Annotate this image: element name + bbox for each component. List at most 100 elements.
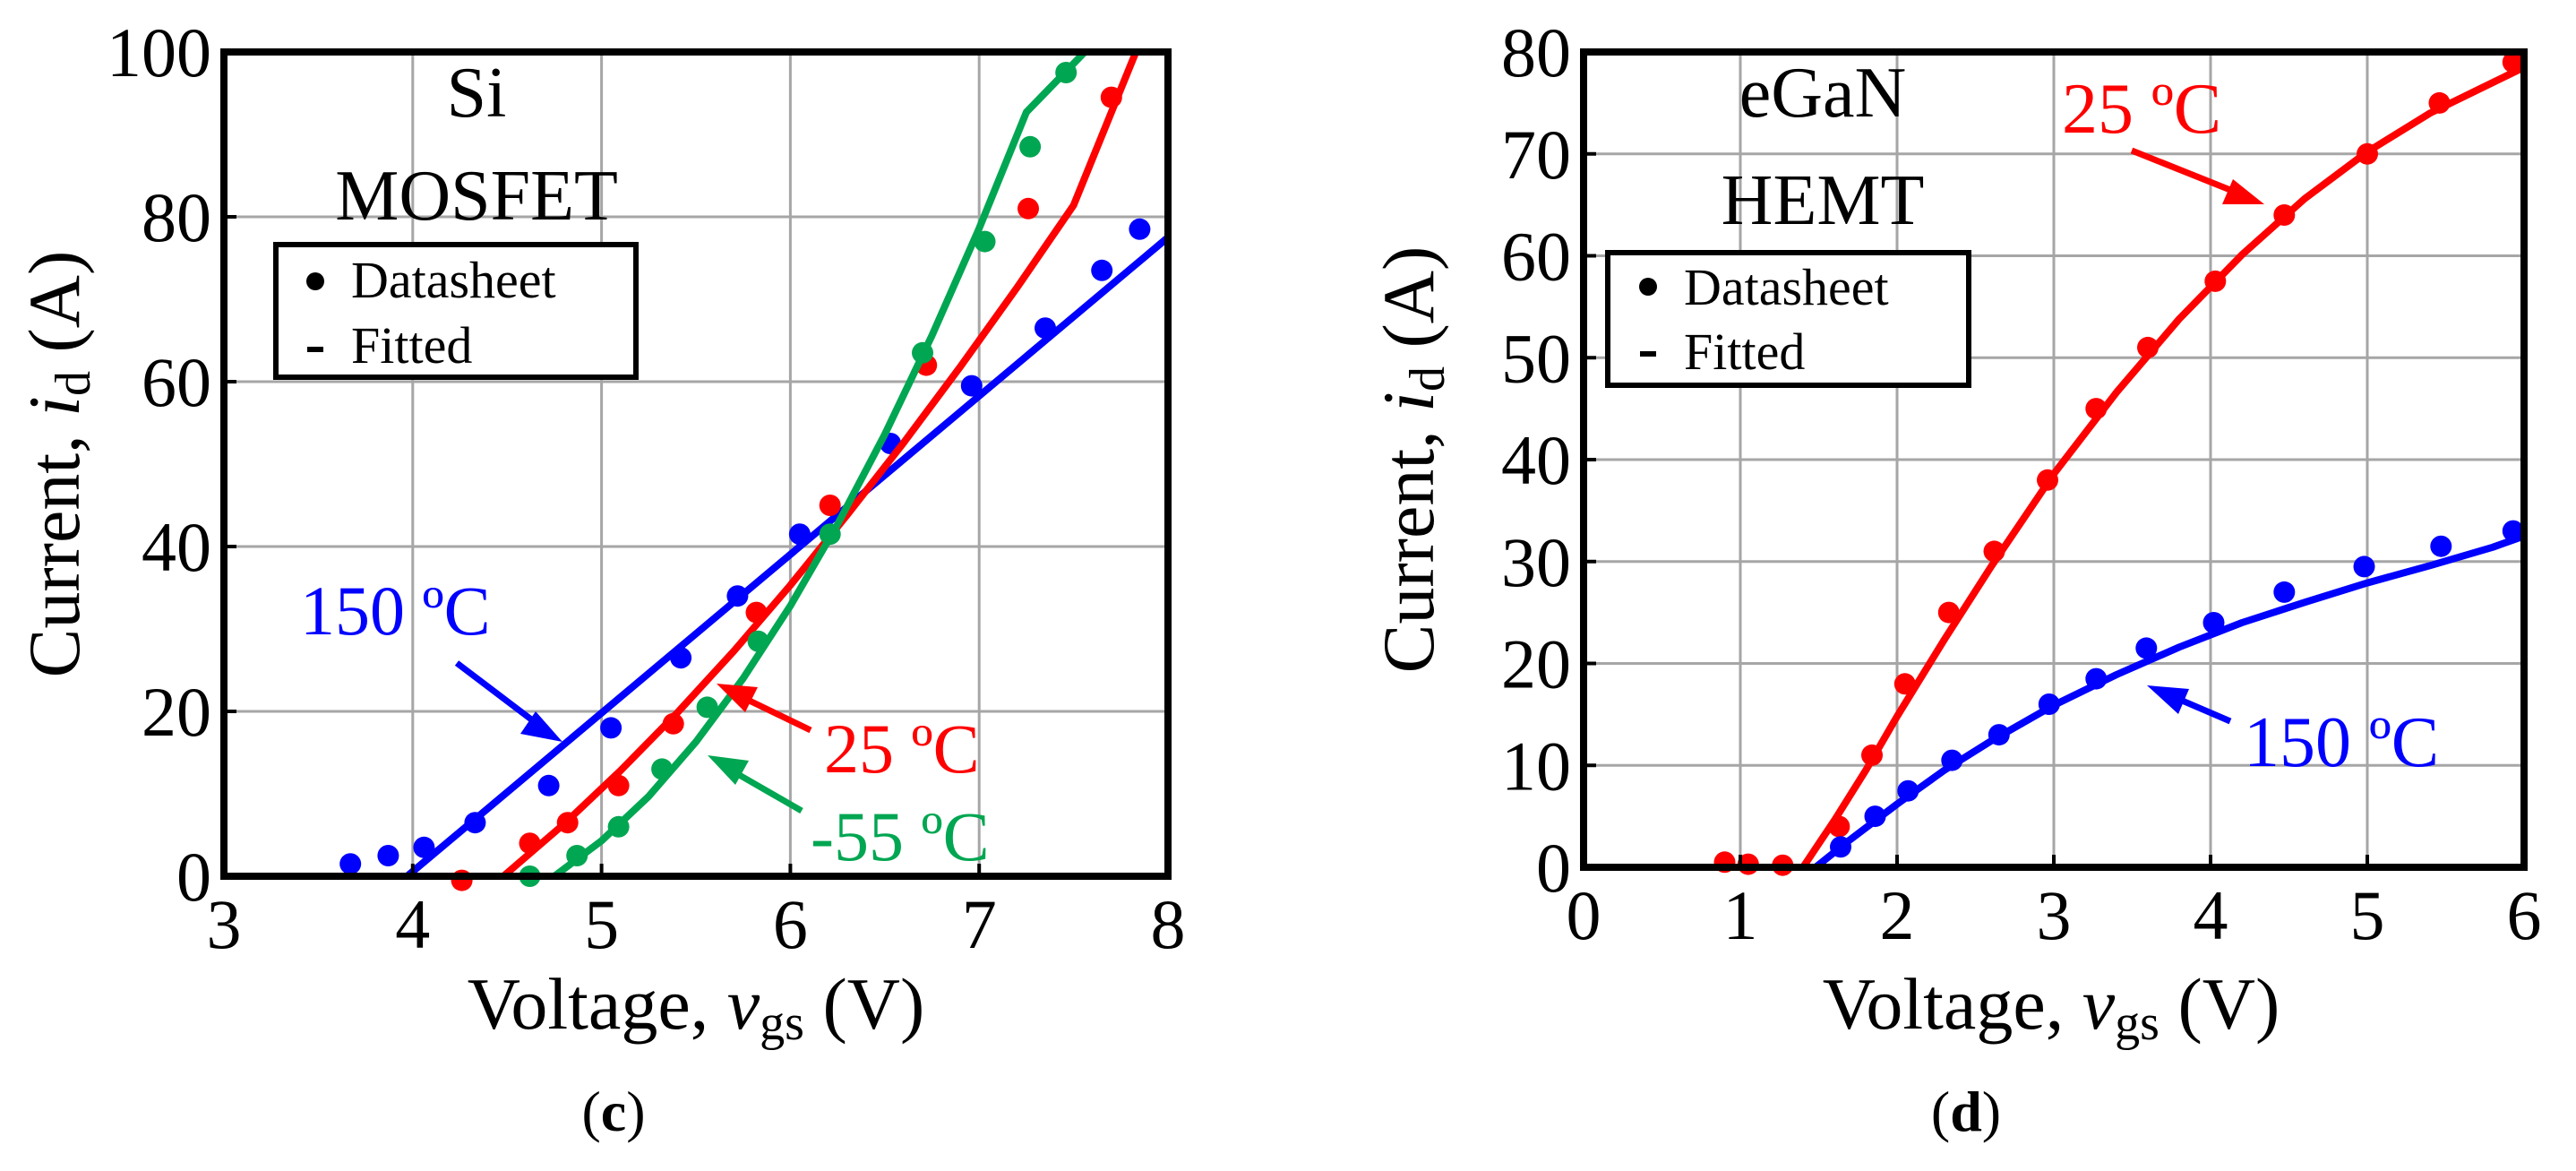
panel-c-datasheet-point-150c <box>960 375 983 397</box>
panel-d-x-tick-label: 4 <box>2194 876 2228 954</box>
panel-d-annotation-25c: 25 ºC <box>2062 70 2221 149</box>
panel-d-datasheet-point-150c <box>2273 581 2296 603</box>
panel-d-datasheet-point-25c <box>2085 398 2108 420</box>
panel-d-x-tick-label: 2 <box>1880 876 1915 954</box>
panel-c-arrow-25c-head <box>717 684 758 712</box>
panel-c-datasheet-point-25c <box>556 812 579 834</box>
panel-d-y-tick-label: 60 <box>1501 218 1571 296</box>
panel-d-y-tick-label: 20 <box>1501 625 1571 703</box>
panel-c-datasheet-point--55c <box>566 845 588 866</box>
panel-c-datasheet-point-150c <box>726 585 749 607</box>
panel-c-datasheet-point--55c <box>747 630 769 652</box>
panel-c-y-tick-label: 20 <box>142 673 211 751</box>
panel-c-datasheet-point-150c <box>600 717 623 739</box>
panel-d-datasheet-point-25c <box>1983 540 2005 563</box>
panel-c-caption-close: ) <box>626 1080 645 1143</box>
panel-c-x-axis-label-unit: (V) <box>804 963 924 1045</box>
panel-c-datasheet-point--55c <box>1055 62 1078 83</box>
panel-c-arrow-150c-shaft <box>454 660 545 730</box>
panel-c-datasheet-point-150c <box>1035 317 1056 340</box>
panel-c-x-tick-label: 3 <box>207 885 242 963</box>
panel-d-title-line-2: HEMT <box>1722 161 1925 240</box>
panel-c-datasheet-point--55c <box>912 341 933 364</box>
panel-d-datasheet-point-25c <box>2357 142 2378 165</box>
panel-c-y-axis-label-main: Current, <box>13 417 95 677</box>
panel-c-grid <box>222 50 1170 878</box>
panel-c-x-axis-label-sub: gs <box>760 995 804 1051</box>
panel-d-x-tick-label: 5 <box>2350 876 2385 954</box>
panel-d-y-tick-label: 40 <box>1501 421 1571 499</box>
panel-d-datasheet-point-150c <box>2202 612 2225 633</box>
panel-d-datasheet-point-150c <box>2353 555 2375 578</box>
panel-c-datasheet-point-25c <box>1100 86 1122 108</box>
panel-c-annotation-m55c: -55 ºC <box>811 797 990 875</box>
panel-c-datasheet-point-25c <box>745 601 768 624</box>
panel-d-x-axis-label: Voltage, vgs (V) <box>1823 963 2280 1051</box>
panel-c-datasheet-point-25c <box>1018 197 1039 220</box>
panel-d-datasheet-point-25c <box>2137 336 2159 358</box>
panel-d-y-axis-label-unit: (A) <box>1368 246 1449 366</box>
panel-d-legend-box <box>1605 250 1971 388</box>
panel-d-legend-label-datasheet: Datasheet <box>1684 258 1889 316</box>
panel-c-datasheet-point-150c <box>1129 218 1151 240</box>
panel-d-y-tick-label: 0 <box>1536 829 1571 907</box>
panel-d-x-tick-label: 0 <box>1567 876 1601 954</box>
panel-c-arrow-m55c-head <box>708 755 749 785</box>
panel-c-datasheet-point-25c <box>819 495 841 516</box>
panel-c-title-line-1: Si <box>447 54 507 133</box>
panel-d-datasheet-point-25c <box>1893 673 1916 695</box>
panel-d-datasheet-point-150c <box>1864 805 1886 828</box>
panel-d-title-line-1: eGaN <box>1739 54 1907 133</box>
panel-c-annotation-150c: 150 ºC <box>300 572 491 650</box>
panel-d-caption-close: ) <box>1982 1080 2001 1143</box>
panel-c-x-tick-label: 4 <box>395 885 430 963</box>
panel-d-datasheet-point-25c <box>1861 744 1883 766</box>
panel-c-datasheet-point-25c <box>519 832 541 855</box>
panel-c-datasheet-point-150c <box>464 812 486 834</box>
panel-c-y-axis-label-var: i <box>13 396 95 417</box>
panel-d-datasheet-point-150c <box>1941 749 1963 771</box>
panel-c-y-tick-label: 0 <box>176 838 211 916</box>
panel-c-datasheet-point-150c <box>413 836 435 858</box>
panel-d-legend-dot-marker <box>1639 278 1657 296</box>
panel-c-legend-box <box>273 242 639 380</box>
panel-c-datasheet-point-25c <box>607 774 630 796</box>
panel-c-legend-label-fitted: Fitted <box>351 316 472 375</box>
panel-c-datasheet-point-150c <box>377 845 399 866</box>
panel-c-datasheet-point-150c <box>1091 259 1113 281</box>
panel-d-arrow-150c-head <box>2147 685 2189 714</box>
panel-c-datasheet-point--55c <box>819 523 841 546</box>
panel-c-legend-label-datasheet: Datasheet <box>351 251 556 309</box>
panel-d-datasheet-point-25c <box>2428 91 2451 114</box>
panel-c-datasheet-point-150c <box>788 523 811 546</box>
panel-c-annotation-25c: 25 ºC <box>824 710 980 788</box>
panel-d-datasheet-point-150c <box>2085 667 2108 690</box>
panel-c-x-axis-label-var: v <box>727 963 760 1045</box>
panel-d-datasheet-point-150c <box>2430 535 2452 557</box>
panel-d-x-axis-label-unit: (V) <box>2160 963 2280 1045</box>
panel-d-x-tick-label: 1 <box>1723 876 1758 954</box>
panel-d-datasheet-point-150c <box>1830 836 1851 858</box>
panel-c-x-tick-label: 8 <box>1151 885 1186 963</box>
panel-d-datasheet-point-25c <box>1828 815 1850 838</box>
panel-c-x-axis-label-main: Voltage, <box>468 963 727 1045</box>
panel-c-y-tick-label: 80 <box>142 178 211 256</box>
panel-d-legend: Datasheet Fitted <box>1605 250 1971 388</box>
panel-c-legend-dot-marker <box>306 272 324 290</box>
panel-d-datasheet-point-150c <box>1897 779 1919 802</box>
panel-d-datasheet-point-25c <box>2204 270 2227 292</box>
panel-c-caption-letter: c <box>601 1080 626 1143</box>
panel-d-legend-label-fitted: Fitted <box>1684 323 1805 381</box>
panel-d-caption-letter: d <box>1950 1080 1982 1143</box>
panel-d-datasheet-point-150c <box>2502 520 2524 542</box>
panel-c-datasheet-point--55c <box>1019 135 1042 158</box>
panel-c-y-axis-label-sub: d <box>46 371 101 396</box>
panel-c-arrow-150c-head <box>520 711 562 742</box>
panel-c-x-axis-label: Voltage, vgs (V) <box>468 963 925 1051</box>
panel-d-y-tick-label: 50 <box>1501 319 1571 397</box>
panel-d-x-axis-label-main: Voltage, <box>1823 963 2082 1045</box>
panel-c-x-tick-label: 7 <box>962 885 997 963</box>
